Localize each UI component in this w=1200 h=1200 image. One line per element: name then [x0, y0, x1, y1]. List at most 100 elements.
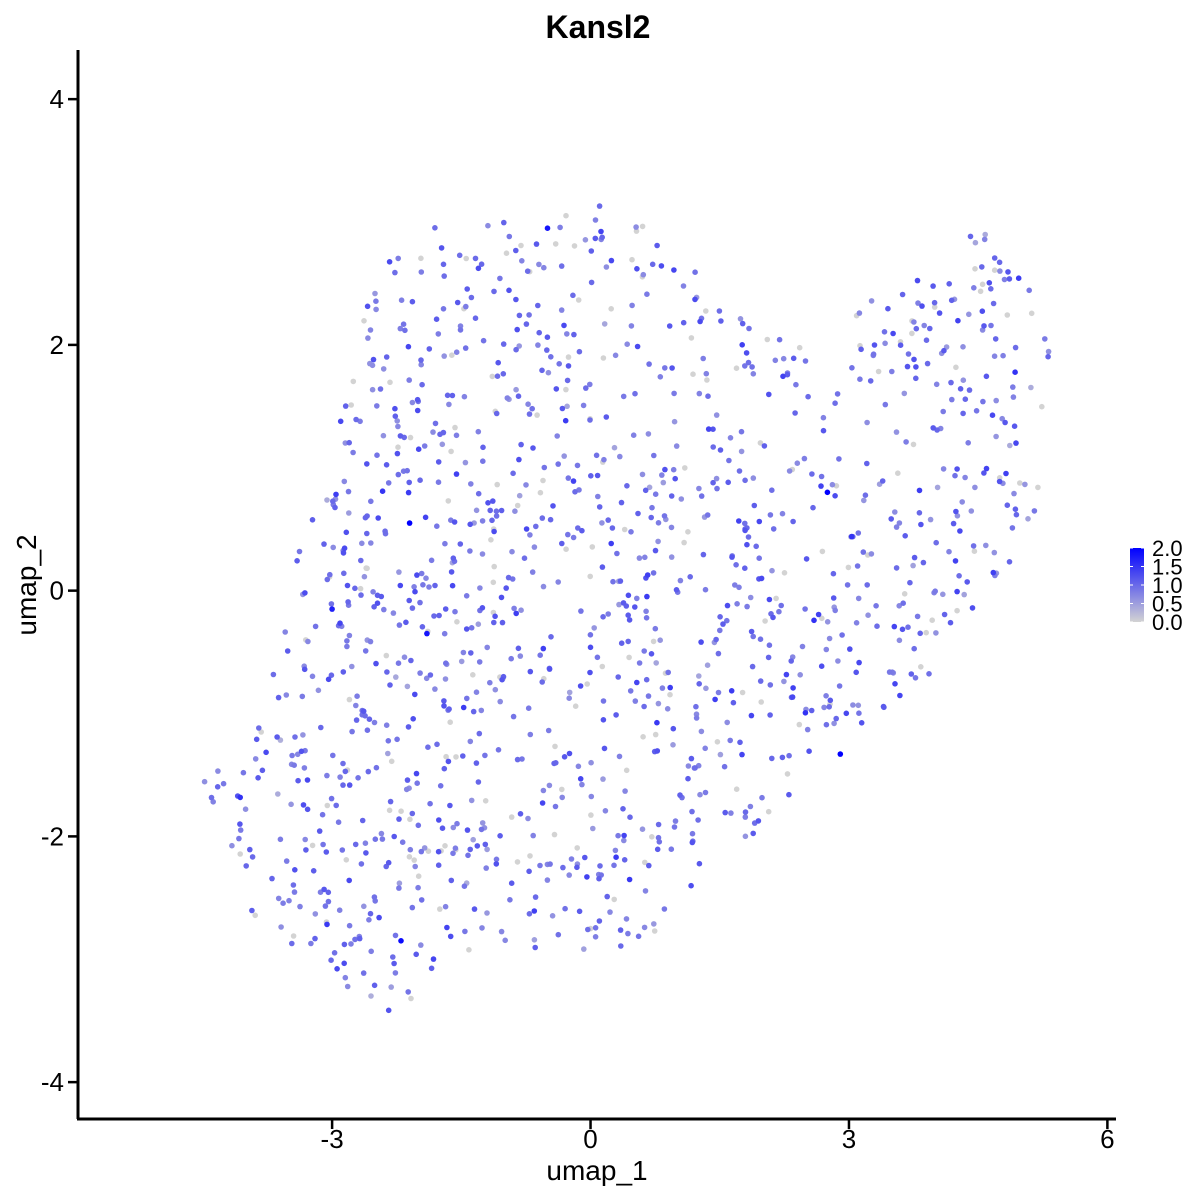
cell-point	[885, 306, 891, 312]
cell-point	[455, 300, 461, 306]
cell-point	[921, 323, 927, 329]
cell-point	[699, 493, 705, 499]
cell-point	[739, 429, 745, 435]
cell-point	[527, 853, 533, 859]
cell-point	[913, 364, 919, 370]
cell-point	[342, 942, 348, 948]
cell-point	[780, 755, 786, 761]
cell-point	[402, 654, 408, 660]
cell-point	[1005, 269, 1011, 275]
cell-point	[669, 846, 675, 852]
cell-point	[718, 318, 724, 324]
cell-point	[988, 323, 994, 329]
cell-point	[644, 677, 650, 683]
cell-point	[658, 374, 664, 380]
cell-point	[643, 609, 649, 615]
cell-point	[535, 303, 541, 309]
cell-point	[601, 698, 607, 704]
cell-point	[515, 859, 521, 865]
cell-point	[470, 837, 476, 843]
cell-point	[600, 564, 606, 570]
cell-point	[1046, 349, 1052, 355]
cell-point	[416, 873, 422, 879]
cell-point	[956, 573, 962, 579]
cell-point	[324, 773, 330, 779]
cell-point	[769, 756, 775, 762]
cell-point	[933, 540, 939, 546]
cell-point	[597, 918, 603, 924]
cell-point	[419, 382, 425, 388]
cell-point	[888, 516, 894, 522]
cell-point	[715, 739, 721, 745]
cell-point	[656, 822, 662, 828]
cell-point	[731, 700, 737, 706]
cell-point	[442, 766, 448, 772]
cell-point	[588, 760, 594, 766]
cell-point	[991, 570, 997, 576]
cell-point	[897, 638, 903, 644]
cell-point	[918, 522, 924, 528]
chart-title: Kansl2	[546, 9, 651, 45]
cell-point	[913, 376, 919, 382]
cell-point	[263, 750, 269, 756]
cell-point	[1011, 394, 1017, 400]
cell-point	[827, 636, 833, 642]
cell-point	[406, 490, 412, 496]
cell-point	[588, 473, 594, 479]
cell-point	[602, 746, 608, 752]
cell-point	[1003, 471, 1009, 477]
cell-point	[445, 393, 451, 399]
cell-point	[320, 842, 326, 848]
cell-point	[672, 476, 678, 482]
cell-point	[672, 419, 678, 425]
cell-point	[313, 624, 319, 630]
cell-point	[464, 696, 470, 702]
cell-point	[940, 409, 946, 415]
cell-point	[499, 929, 505, 935]
cell-point	[720, 621, 726, 627]
cell-point	[424, 631, 430, 637]
cell-point	[646, 361, 652, 367]
cell-point	[595, 655, 601, 661]
cell-point	[381, 607, 387, 613]
cell-point	[642, 925, 648, 931]
cell-point	[344, 530, 350, 536]
cell-point	[284, 858, 290, 864]
cell-point	[491, 564, 497, 570]
cell-point	[368, 540, 374, 546]
cell-point	[809, 471, 815, 477]
cell-point	[367, 716, 373, 722]
cell-point	[930, 283, 936, 289]
cell-point	[330, 753, 336, 759]
cell-point	[446, 402, 452, 408]
cell-point	[570, 293, 576, 299]
cell-point	[374, 403, 380, 409]
cell-point	[1002, 277, 1008, 283]
cell-point	[477, 585, 483, 591]
cell-point	[412, 589, 418, 595]
cell-point	[917, 510, 923, 516]
cell-point	[393, 933, 399, 939]
cell-point	[844, 711, 850, 717]
cell-point	[341, 550, 347, 556]
cell-point	[800, 644, 806, 650]
cell-point	[820, 549, 826, 555]
cell-point	[703, 308, 709, 314]
cell-point	[349, 729, 355, 735]
cell-point	[685, 529, 691, 535]
cell-point	[479, 827, 485, 833]
cell-point	[491, 580, 497, 586]
cell-point	[640, 224, 646, 230]
cell-point	[980, 399, 986, 405]
cell-point	[446, 706, 452, 712]
cell-point	[593, 217, 599, 223]
cell-point	[914, 326, 920, 332]
cell-point	[553, 804, 559, 810]
cell-point	[601, 457, 607, 463]
cell-point	[497, 699, 503, 705]
cell-point	[973, 240, 979, 246]
cell-point	[557, 225, 563, 231]
cell-point	[480, 820, 486, 826]
cell-point	[466, 947, 472, 953]
cell-point	[353, 703, 359, 709]
